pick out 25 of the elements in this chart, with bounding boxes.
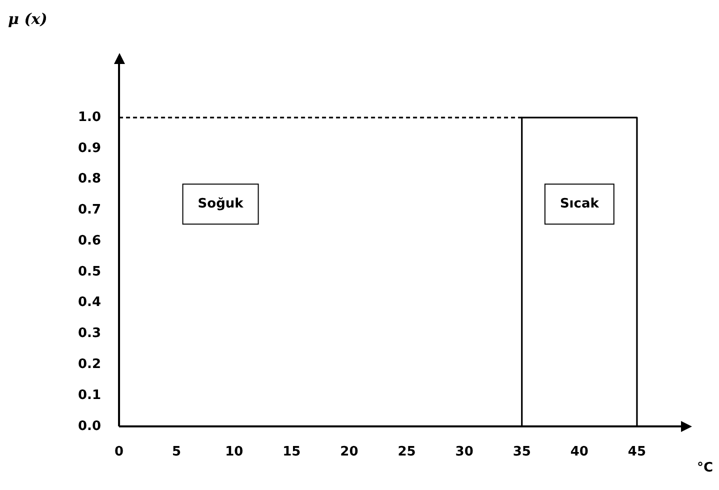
x-tick-label: 0: [114, 444, 124, 460]
y-tick-label: 0.6: [78, 233, 102, 248]
y-tick-label: 0.1: [78, 388, 102, 403]
y-tick-label: 0.3: [78, 326, 102, 342]
y-tick-label: 1.0: [78, 110, 102, 125]
x-tick-label: 10: [225, 444, 244, 460]
x-tick-label: 20: [340, 444, 358, 460]
annotation: Sıcak: [560, 196, 600, 212]
y-tick-label: 0.5: [78, 264, 102, 280]
y-tick-label: 0.0: [78, 418, 102, 434]
y-axis-title: μ (x): [8, 10, 48, 28]
x-tick-label: 15: [282, 444, 301, 460]
y-tick-label: 0.9: [78, 140, 102, 156]
x-tick-label: 45: [628, 444, 646, 460]
annotation: Soğuk: [198, 196, 244, 212]
x-tick-label: 25: [398, 444, 416, 460]
x-tick-label: 5: [172, 444, 182, 460]
y-tick-label: 0.4: [78, 295, 102, 310]
x-tick-label: 35: [512, 444, 531, 460]
x-tick-label: 40: [570, 444, 588, 460]
x-tick-label: 30: [455, 444, 474, 460]
y-tick-label: 0.7: [78, 202, 102, 218]
y-tick-label: 0.8: [78, 172, 102, 187]
x-axis-title: °C: [697, 460, 714, 476]
y-tick-label: 0.2: [78, 357, 102, 372]
